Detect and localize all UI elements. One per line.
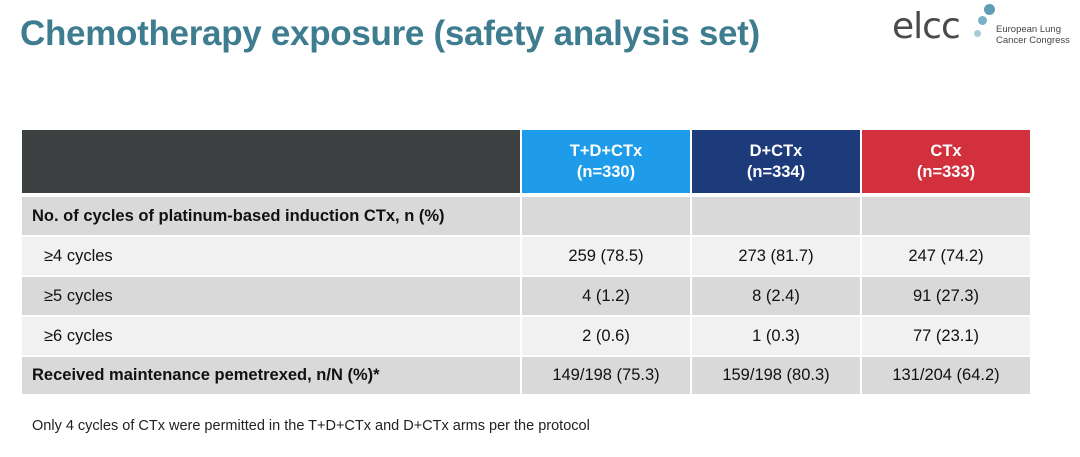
row-label: ≥4 cycles [22,237,520,275]
table-cell: 4 (1.2) [522,277,690,315]
column-name: D+CTx [749,141,803,160]
row-label: Received maintenance pemetrexed, n/N (%)… [22,357,520,394]
footnote: Only 4 cycles of CTx were permitted in t… [32,418,590,434]
table-cell: 1 (0.3) [692,317,860,355]
row-label: ≥5 cycles [22,277,520,315]
table-row: No. of cycles of platinum-based inductio… [22,197,1032,235]
header-cell [22,130,520,193]
row-label: ≥6 cycles [22,317,520,355]
column-n: (n=330) [576,162,636,181]
column-header: D+CTx (n=334) [692,130,860,193]
column-header: T+D+CTx (n=330) [522,130,690,193]
table-cell [522,197,690,235]
column-n: (n=333) [916,162,976,181]
column-n: (n=334) [746,162,806,181]
table-cell: 8 (2.4) [692,277,860,315]
table-row: ≥6 cycles 2 (0.6) 1 (0.3) 77 (23.1) [22,317,1032,355]
table-cell: 2 (0.6) [522,317,690,355]
table-cell: 91 (27.3) [862,277,1030,315]
logo-mark [974,30,981,37]
table-row: ≥4 cycles 259 (78.5) 273 (81.7) 247 (74.2) [22,237,1032,275]
column-name: T+D+CTx [569,141,643,160]
table-cell [862,197,1030,235]
table-cell: 247 (74.2) [862,237,1030,275]
column-name: CTx [930,141,962,160]
column-header: CTx (n=333) [862,130,1030,193]
logo-brand: elcc [892,6,961,47]
row-label: No. of cycles of platinum-based inductio… [22,197,520,235]
table-row: ≥5 cycles 4 (1.2) 8 (2.4) 91 (27.3) [22,277,1032,315]
table-cell: 131/204 (64.2) [862,357,1030,394]
table-cell: 159/198 (80.3) [692,357,860,394]
table-row: Received maintenance pemetrexed, n/N (%)… [22,357,1032,394]
logo-mark [978,16,987,25]
logo-text: Cancer Congress [996,35,1070,46]
logo-text: European Lung [996,24,1061,35]
table-cell: 273 (81.7) [692,237,860,275]
table-cell: 149/198 (75.3) [522,357,690,394]
table-cell: 77 (23.1) [862,317,1030,355]
table-cell: 259 (78.5) [522,237,690,275]
slide-title: Chemotherapy exposure (safety analysis s… [20,14,760,53]
logo-mark [984,4,995,15]
table-cell [692,197,860,235]
logo: elcc European Lung Cancer Congress [892,4,1072,48]
header-row: T+D+CTx (n=330) D+CTx (n=334) CTx (n=333) [22,130,1032,193]
